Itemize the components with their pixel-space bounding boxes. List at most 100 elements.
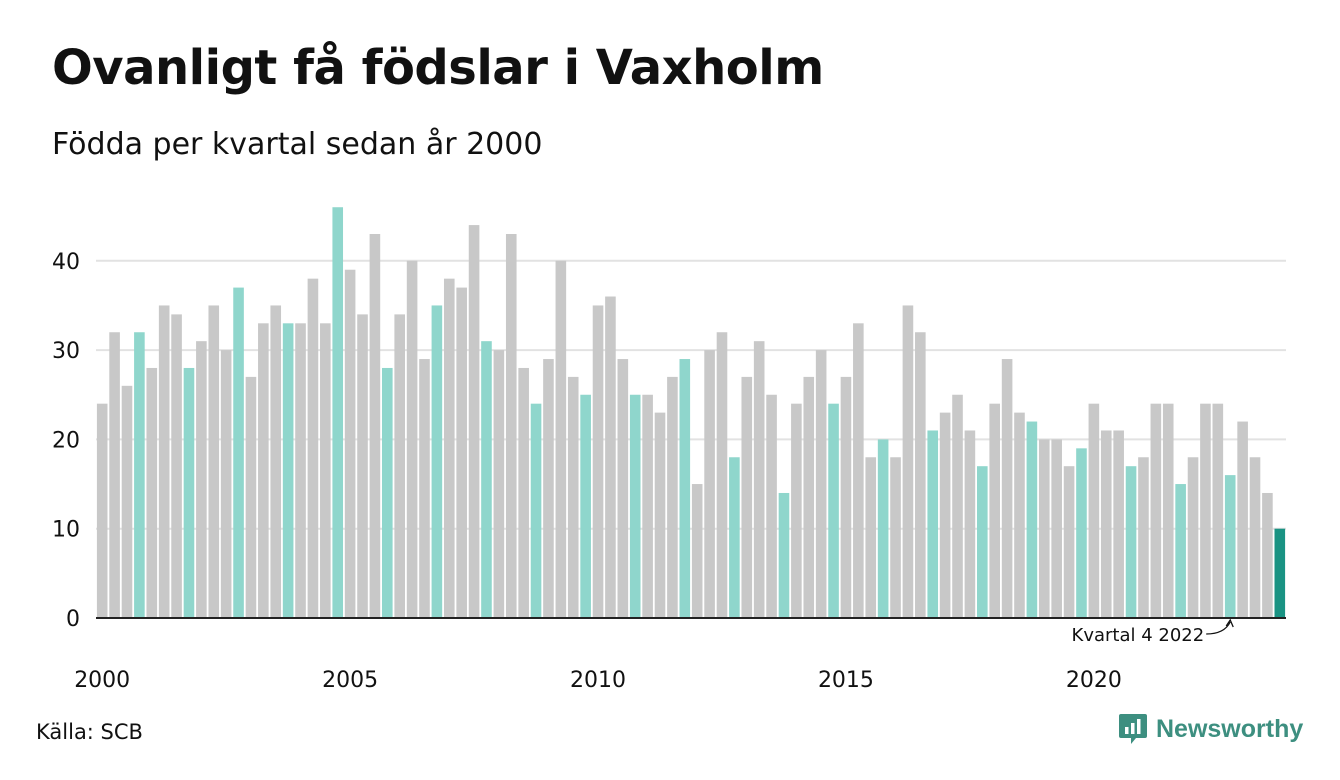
bar	[134, 332, 145, 618]
bar	[282, 323, 294, 618]
bar	[109, 332, 120, 618]
y-tick-label: 30	[52, 339, 80, 364]
bar	[1187, 457, 1199, 618]
bar	[815, 350, 827, 618]
bar	[642, 394, 653, 618]
bar	[1162, 403, 1174, 618]
bar	[518, 367, 529, 618]
bar	[828, 403, 839, 618]
brand-logo: Newsworthy	[1118, 712, 1303, 746]
bar	[1051, 439, 1062, 618]
bar	[1249, 457, 1261, 618]
bar	[1212, 403, 1224, 618]
source-note: Källa: SCB	[36, 720, 143, 744]
bar	[840, 376, 852, 618]
bar	[704, 350, 715, 618]
bars	[96, 207, 1286, 618]
bar	[258, 323, 269, 618]
bar	[865, 457, 877, 618]
bar	[1175, 484, 1186, 618]
bar	[741, 376, 753, 618]
bar	[158, 305, 170, 618]
bar	[382, 367, 393, 618]
bar	[307, 278, 319, 618]
bar	[1262, 492, 1273, 618]
bar	[791, 403, 802, 618]
bar	[468, 225, 480, 618]
bar	[1063, 466, 1075, 618]
bar	[989, 403, 1000, 618]
bar	[654, 412, 666, 618]
bar	[481, 341, 492, 618]
bar	[555, 260, 567, 618]
bar	[629, 394, 641, 618]
x-tick-label: 2000	[74, 668, 130, 693]
y-tick-label: 10	[52, 518, 80, 543]
annotation-arrow	[1206, 621, 1231, 635]
bar	[766, 394, 777, 618]
bar	[1237, 421, 1248, 618]
bar	[927, 430, 939, 618]
bar	[679, 359, 691, 618]
bar	[530, 403, 542, 618]
x-axis: 2000 2005 2010 2015 2020	[74, 617, 1286, 693]
bar	[208, 305, 220, 618]
chart-title: Ovanligt få födslar i Vaxholm	[52, 40, 824, 96]
newsworthy-logo-icon	[1119, 714, 1147, 744]
x-tick-label: 2015	[818, 668, 874, 693]
bar	[96, 403, 108, 618]
bar	[729, 457, 740, 618]
bar	[443, 278, 455, 618]
bar	[270, 305, 282, 618]
bar-chart: 0 10 20 30 40 2000 2005 2010 2015 2020 Kvartal 4…	[52, 207, 1286, 693]
bar	[753, 341, 765, 618]
bar	[1138, 457, 1149, 618]
bar	[580, 394, 591, 618]
bar	[778, 492, 790, 618]
bar	[357, 314, 368, 618]
annotation-arrowhead	[1225, 618, 1234, 628]
bar	[320, 323, 331, 618]
bar	[1088, 403, 1100, 618]
bar	[902, 305, 914, 618]
bar	[295, 323, 306, 618]
gridlines	[96, 259, 1286, 530]
y-tick-label: 20	[52, 428, 80, 453]
bar	[394, 314, 405, 618]
bar	[1076, 448, 1087, 618]
bar	[667, 376, 678, 618]
bar	[617, 359, 629, 618]
bar	[1001, 359, 1013, 618]
y-tick-label: 0	[66, 607, 80, 632]
chart-subtitle: Födda per kvartal sedan år 2000	[52, 127, 543, 162]
annotation-label: Kvartal 4 2022	[1072, 625, 1205, 646]
x-tick-label: 2010	[570, 668, 626, 693]
bar	[431, 305, 443, 618]
bar	[977, 466, 988, 618]
bar	[716, 332, 728, 618]
bar	[146, 367, 158, 618]
y-axis: 0 10 20 30 40	[52, 250, 80, 632]
bar	[853, 323, 864, 618]
bar	[1150, 403, 1162, 618]
bar	[952, 394, 963, 618]
bar	[332, 207, 344, 618]
bar	[456, 287, 467, 618]
bar	[1113, 430, 1124, 618]
bar	[915, 332, 926, 618]
bar	[1026, 421, 1038, 618]
y-tick-label: 40	[52, 250, 80, 275]
bar	[183, 367, 195, 618]
bar	[493, 350, 505, 618]
bar	[605, 296, 616, 618]
bar	[1038, 439, 1050, 618]
bar	[369, 234, 381, 618]
bar	[233, 287, 244, 618]
bar	[505, 234, 517, 618]
annotation: Kvartal 4 2022	[1072, 618, 1234, 646]
bar	[939, 412, 951, 618]
bar	[1125, 466, 1137, 618]
bar	[691, 484, 703, 618]
bar	[877, 439, 889, 618]
x-tick-label: 2005	[322, 668, 378, 693]
